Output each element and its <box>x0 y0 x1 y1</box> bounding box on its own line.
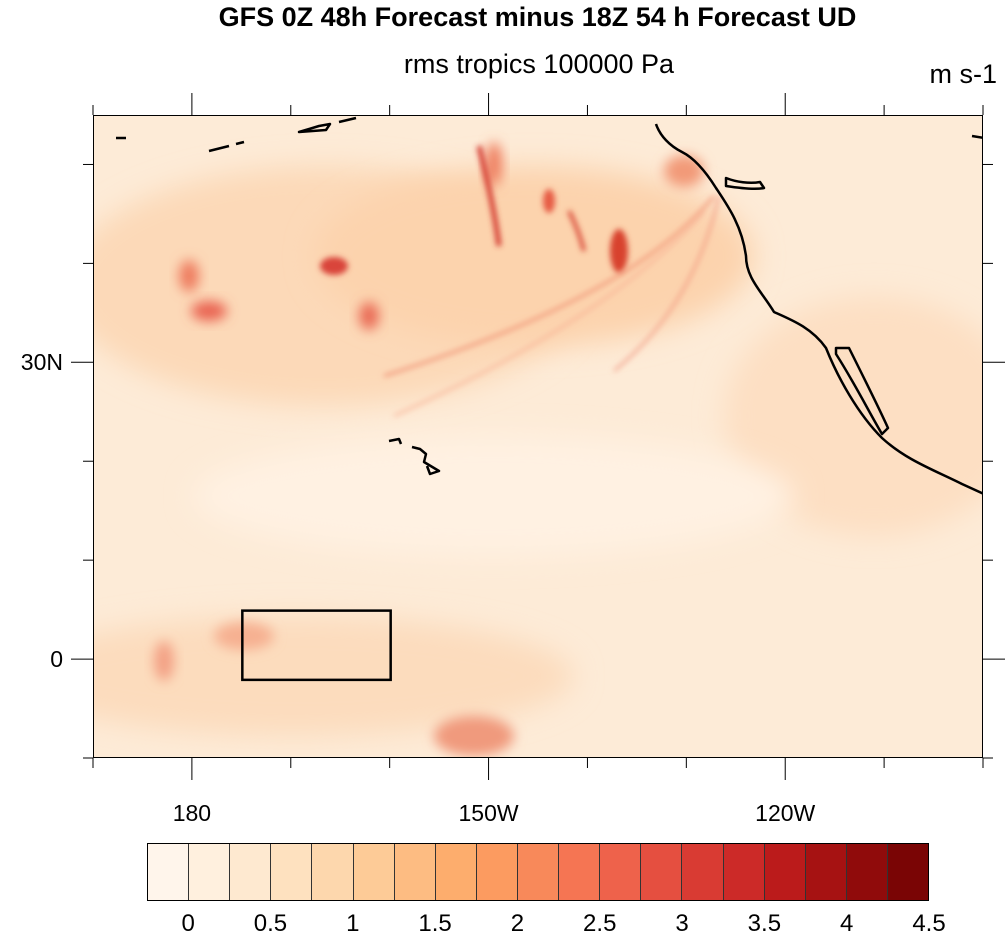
colorbar-cell <box>723 844 765 900</box>
aleutian-islands <box>297 116 357 134</box>
coast-fragments <box>116 134 982 140</box>
colorbar-cell <box>271 844 313 900</box>
colorbar-cell <box>148 844 190 900</box>
colorbar-cell <box>641 844 683 900</box>
north-america-coast <box>654 123 982 495</box>
units-label: m s-1 <box>929 59 998 89</box>
hawaii-islands <box>388 437 441 476</box>
colorbar-label: 4.5 <box>912 910 946 937</box>
map-canvas <box>94 116 982 757</box>
aleutian-islands-west <box>208 140 245 153</box>
vancouver-island <box>724 176 766 191</box>
colorbar-label: 3.5 <box>747 910 782 937</box>
colorbar-label: 4 <box>839 910 854 937</box>
colorbar-label: 2 <box>510 910 525 937</box>
colorbar-cell <box>435 844 477 900</box>
colorbar-cell <box>517 844 560 900</box>
colorbar-label: 0 <box>181 910 195 937</box>
longitude-label: 120W <box>755 800 816 826</box>
colorbar-cell <box>394 844 436 900</box>
colorbar-label: 5 <box>981 910 1005 938</box>
colorbar-label: 1 <box>346 910 360 937</box>
colorbar <box>147 843 929 901</box>
chart-title: GFS 0Z 48h Forecast minus 18Z 54 h Forec… <box>218 2 857 32</box>
colorbar-cell <box>230 844 272 900</box>
latitude-label: 0 <box>50 646 63 673</box>
colorbar-cell <box>682 844 724 900</box>
colorbar-cell <box>559 844 601 900</box>
colorbar-cell <box>764 844 806 900</box>
latitude-label: 30N <box>20 349 63 376</box>
colorbar-label: 0.5 <box>253 910 288 937</box>
colorbar-cell <box>312 844 354 900</box>
longitude-label: 180 <box>172 800 212 826</box>
colorbar-cell <box>353 844 395 900</box>
baja-peninsula <box>834 346 890 436</box>
colorbar-label: 2.5 <box>583 910 617 937</box>
colorbar-label: 3 <box>675 910 689 937</box>
colorbar-cell <box>189 844 231 900</box>
region-box <box>241 609 392 682</box>
coastline <box>116 116 982 495</box>
colorbar-cell <box>600 844 642 900</box>
colorbar-label: 1.5 <box>418 910 452 937</box>
colorbar-cell <box>846 844 888 900</box>
colorbar-cell <box>805 844 847 900</box>
map-panel <box>93 115 983 758</box>
chart-subtitle: rms tropics 100000 Pa <box>403 49 675 79</box>
colorbar-cell <box>476 844 518 900</box>
field-shading <box>94 142 982 756</box>
colorbar-cell <box>887 844 929 900</box>
longitude-label: 150W <box>458 800 519 826</box>
